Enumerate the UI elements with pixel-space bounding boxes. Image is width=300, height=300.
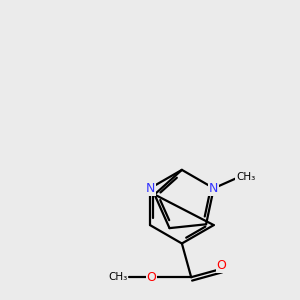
Text: CH₃: CH₃ <box>108 272 127 282</box>
Text: N: N <box>209 182 218 195</box>
Text: O: O <box>216 260 226 272</box>
Text: O: O <box>147 271 157 284</box>
Text: CH₃: CH₃ <box>236 172 255 182</box>
Text: N: N <box>145 182 155 195</box>
